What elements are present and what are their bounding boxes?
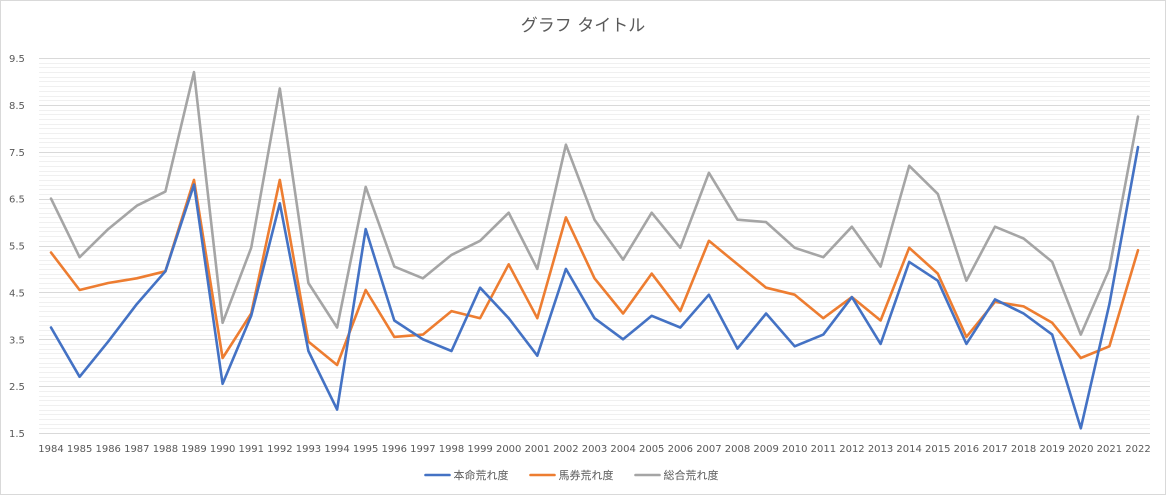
y-axis-ticks: 9.5 8.5 7.5 6.5 5.5 4.5 3.5 2.5 1.5 bbox=[9, 54, 25, 440]
y-tick-label: 5.5 bbox=[9, 242, 25, 253]
y-tick-label: 3.5 bbox=[9, 335, 25, 346]
y-tick-label: 6.5 bbox=[9, 195, 25, 206]
series-line-1 bbox=[49, 145, 1140, 430]
x-tick-label: 2015 bbox=[925, 444, 950, 455]
x-tick-label: 1995 bbox=[353, 444, 378, 455]
x-tick-label: 2021 bbox=[1097, 444, 1122, 455]
y-tick-label: 7.5 bbox=[9, 148, 25, 159]
x-tick-label: 2004 bbox=[610, 444, 635, 455]
x-tick-label: 2018 bbox=[1011, 444, 1036, 455]
y-tick-label: 2.5 bbox=[9, 382, 25, 393]
x-tick-label: 2008 bbox=[725, 444, 750, 455]
x-tick-label: 1999 bbox=[467, 444, 492, 455]
x-tick-label: 2012 bbox=[839, 444, 864, 455]
x-tick-label: 2003 bbox=[582, 444, 607, 455]
x-tick-label: 2013 bbox=[868, 444, 893, 455]
x-tick-label: 1992 bbox=[267, 444, 292, 455]
x-tick-label: 1991 bbox=[239, 444, 264, 455]
x-tick-label: 2022 bbox=[1125, 444, 1150, 455]
x-tick-label: 1985 bbox=[67, 444, 92, 455]
series-line-3 bbox=[49, 70, 1140, 336]
x-tick-label: 2009 bbox=[753, 444, 778, 455]
x-axis-ticks: 1984 1985 1986 1987 1988 1989 1990 1991 1992 1993… bbox=[38, 444, 1150, 455]
x-tick-label: 2002 bbox=[553, 444, 578, 455]
x-tick-label: 1997 bbox=[410, 444, 435, 455]
x-tick-label: 1984 bbox=[38, 444, 63, 455]
series-line-2 bbox=[49, 178, 1140, 367]
x-tick-label: 2010 bbox=[782, 444, 807, 455]
x-tick-label: 2001 bbox=[525, 444, 550, 455]
legend-label: 総合荒れ度 bbox=[664, 468, 719, 482]
x-tick-label: 2006 bbox=[668, 444, 693, 455]
x-tick-label: 1996 bbox=[382, 444, 407, 455]
legend-label: 馬券荒れ度 bbox=[559, 468, 614, 482]
x-tick-label: 1993 bbox=[296, 444, 321, 455]
x-tick-label: 1994 bbox=[324, 444, 349, 455]
x-tick-label: 1986 bbox=[95, 444, 120, 455]
x-tick-label: 2020 bbox=[1068, 444, 1093, 455]
y-tick-label: 9.5 bbox=[9, 54, 25, 65]
x-tick-label: 1987 bbox=[124, 444, 149, 455]
legend: 本命荒れ度 馬券荒れ度 総合荒れ度 bbox=[424, 468, 719, 482]
x-tick-label: 1988 bbox=[153, 444, 178, 455]
x-tick-label: 2005 bbox=[639, 444, 664, 455]
x-tick-label: 2007 bbox=[696, 444, 721, 455]
y-tick-label: 1.5 bbox=[9, 429, 25, 440]
x-tick-label: 2000 bbox=[496, 444, 521, 455]
x-tick-label: 2011 bbox=[811, 444, 836, 455]
x-tick-label: 2014 bbox=[896, 444, 921, 455]
y-tick-label: 4.5 bbox=[9, 288, 25, 299]
x-tick-label: 1990 bbox=[210, 444, 235, 455]
legend-label: 本命荒れ度 bbox=[454, 468, 509, 482]
x-tick-label: 2017 bbox=[982, 444, 1007, 455]
y-tick-label: 8.5 bbox=[9, 101, 25, 112]
x-tick-label: 1989 bbox=[181, 444, 206, 455]
chart-title: グラフ タイトル bbox=[521, 16, 645, 36]
series-lines bbox=[49, 70, 1140, 430]
x-tick-label: 2019 bbox=[1039, 444, 1064, 455]
x-tick-label: 1998 bbox=[439, 444, 464, 455]
x-tick-label: 2016 bbox=[954, 444, 979, 455]
